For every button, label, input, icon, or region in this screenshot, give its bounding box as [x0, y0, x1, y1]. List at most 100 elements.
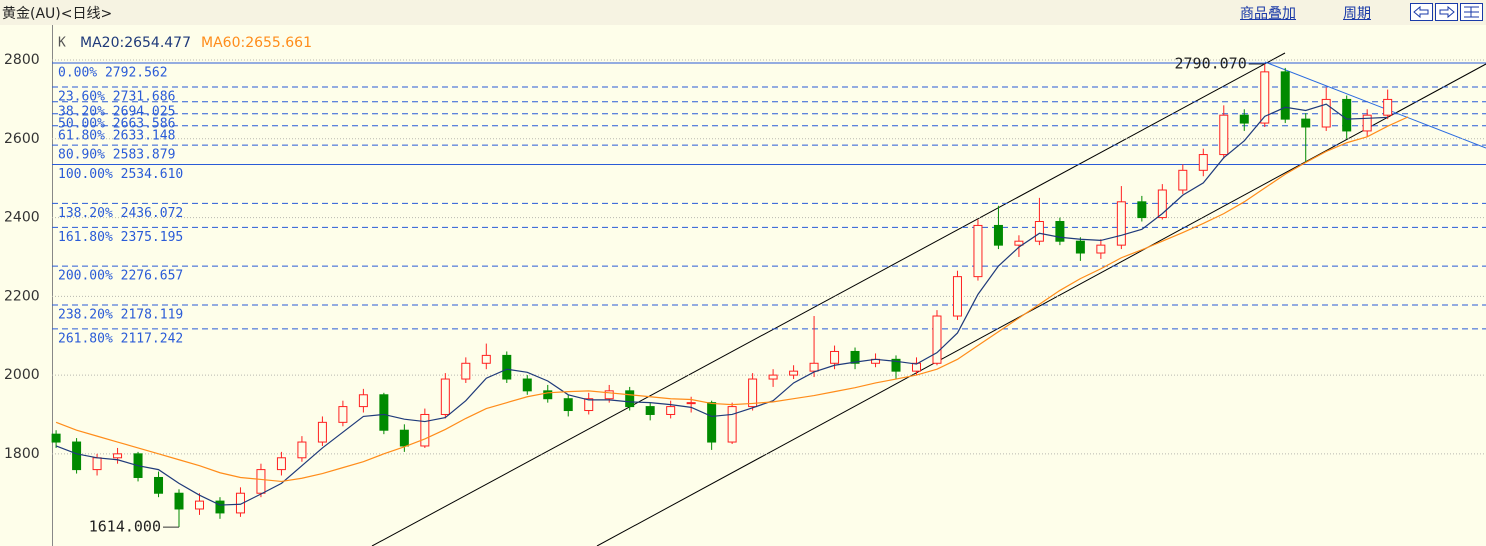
candle-body: [338, 406, 348, 423]
candle-body: [707, 402, 717, 443]
fib-label: 0.00% 2792.562: [58, 65, 168, 80]
candle-body: [379, 394, 389, 431]
channel-lower: [596, 63, 1486, 546]
candle-body: [113, 453, 123, 459]
y-tick-label: 2600: [4, 131, 40, 147]
period-link[interactable]: 周期: [1343, 6, 1371, 22]
candle-body: [952, 276, 962, 317]
candle-body: [973, 224, 983, 278]
candle-body: [256, 469, 266, 494]
legend-entry: MA20:2654.477: [80, 35, 191, 51]
candle-body: [1219, 114, 1229, 156]
candle-body: [625, 390, 635, 408]
candle-body: [502, 354, 512, 380]
candle-body: [686, 402, 696, 405]
candle-body: [51, 433, 61, 443]
fib-label: 100.00% 2534.610: [58, 167, 183, 182]
fib-label: 238.20% 2178.119: [58, 307, 183, 322]
candle-body: [911, 362, 921, 372]
candle-body: [399, 429, 409, 447]
overlay-link[interactable]: 商品叠加: [1240, 6, 1296, 22]
candle-body: [92, 457, 102, 471]
candle-body: [1198, 154, 1208, 171]
candle-body: [563, 398, 573, 412]
candle-body: [748, 378, 758, 408]
candle-body: [1342, 98, 1352, 132]
fib-label: 161.80% 2375.195: [58, 230, 183, 245]
candle-body: [297, 441, 307, 459]
candle-body: [768, 374, 778, 380]
chart: K 1800 2000 2200 2400 2600 2800 0.00% 2792.562…: [4, 25, 1486, 546]
candle-body: [1034, 221, 1044, 242]
candle-body: [891, 358, 901, 372]
candle-body: [235, 492, 245, 514]
fib-label: 50.00% 2663.586: [58, 116, 175, 131]
candle-body: [481, 354, 491, 364]
candle-body: [645, 406, 655, 415]
candle-body: [72, 441, 82, 471]
candle-body: [1239, 114, 1249, 124]
icon-right[interactable]: [1435, 3, 1458, 21]
y-tick-label: 2400: [4, 210, 40, 226]
candle-body: [666, 406, 676, 415]
candle-body: [461, 362, 471, 380]
fib-label: 261.80% 2117.242: [58, 331, 183, 346]
candle-body: [1075, 240, 1085, 254]
annotation-label: 2790.070: [1175, 54, 1247, 72]
candle-body: [932, 315, 942, 364]
icon-layout-lines: [1464, 6, 1479, 18]
candle-body: [1055, 221, 1065, 242]
candle-body: [174, 492, 184, 510]
legend-entry: MA60:2655.661: [201, 35, 312, 51]
candle-body: [522, 378, 532, 392]
candle-body: [727, 406, 737, 443]
candle-body: [1137, 201, 1147, 219]
candle-body: [154, 476, 164, 494]
icon-left-arrow: [1413, 5, 1429, 19]
fib-label: 61.80% 2633.148: [58, 128, 175, 143]
candle-body: [830, 350, 840, 364]
candle-body: [1362, 114, 1372, 132]
fib-label: 38.20% 2694.025: [58, 104, 175, 119]
candle-body: [850, 350, 860, 364]
fib-label: 80.90% 2583.879: [58, 148, 175, 163]
legend-prefix: K: [58, 36, 66, 51]
fib-label: 23.60% 2731.686: [58, 89, 175, 104]
y-tick-label: 2000: [4, 367, 40, 383]
candle-body: [1014, 240, 1024, 246]
ma-line: [55, 103, 1388, 506]
candle-body: [993, 224, 1003, 246]
downtrend-line: [1264, 61, 1486, 149]
header-bar: 黄金(AU)<日线> 商品叠加 周期: [0, 0, 1486, 25]
channel-upper: [371, 52, 1286, 546]
candle-body: [1260, 71, 1270, 124]
icon-left[interactable]: [1410, 3, 1433, 21]
y-tick-label: 1800: [4, 446, 40, 462]
header-title: 黄金(AU)<日线>: [2, 6, 113, 22]
candle-body: [809, 362, 819, 372]
ma-line: [55, 116, 1409, 483]
candle-body: [317, 421, 327, 443]
fib-label: 200.00% 2276.657: [58, 269, 183, 284]
candle-body: [1178, 169, 1188, 191]
nav-icons: [1410, 3, 1483, 21]
candle-body: [789, 370, 799, 376]
candle-body: [358, 394, 368, 408]
candle-body: [1096, 244, 1106, 254]
candle-body: [604, 390, 614, 400]
candle-body: [1321, 98, 1331, 128]
candle-body: [1116, 201, 1126, 246]
fib-label: 138.20% 2436.072: [58, 206, 183, 221]
candle-body: [215, 500, 225, 514]
candle-body: [276, 457, 286, 471]
candle-body: [1280, 71, 1290, 120]
annotation-label: 1614.000: [89, 518, 161, 536]
candle-body: [1301, 118, 1311, 128]
candle-body: [1157, 189, 1167, 219]
y-tick-label: 2800: [4, 52, 40, 68]
candle-body: [584, 398, 594, 412]
candle-body: [440, 378, 450, 415]
icon-right-arrow: [1439, 5, 1455, 19]
candle-body: [1383, 98, 1393, 116]
